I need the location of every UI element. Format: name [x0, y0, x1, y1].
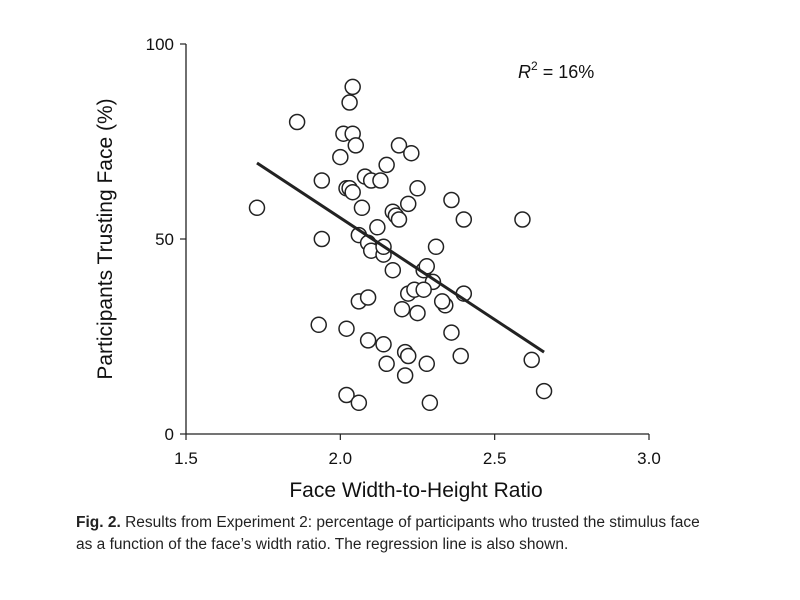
data-point — [514, 211, 531, 228]
data-point — [399, 195, 417, 213]
r2-suffix: = 16% — [538, 62, 595, 82]
data-point — [341, 94, 358, 111]
data-point — [418, 355, 436, 373]
data-point — [415, 281, 432, 298]
data-point — [393, 300, 411, 318]
data-point — [390, 211, 408, 228]
axes — [185, 44, 649, 435]
data-point — [443, 191, 460, 209]
y-tick-label: 100 — [146, 35, 174, 54]
data-point — [427, 238, 445, 256]
data-point — [452, 347, 469, 365]
data-point — [338, 386, 355, 404]
x-axis-title: Face Width-to-Height Ratio — [289, 479, 542, 502]
r2-prefix: R — [518, 62, 531, 82]
y-tick-label: 0 — [165, 425, 174, 444]
data-point — [344, 183, 361, 201]
regression-line — [256, 161, 545, 354]
x-tick-label: 1.5 — [174, 449, 198, 468]
data-point — [338, 320, 355, 337]
x-tick-label: 2.5 — [483, 449, 507, 468]
data-point — [359, 289, 377, 306]
data-point — [409, 180, 426, 197]
data-point — [344, 78, 361, 96]
data-point — [421, 394, 439, 412]
data-point — [313, 172, 331, 189]
data-point — [375, 336, 392, 353]
data-point — [359, 332, 377, 349]
data-point — [403, 144, 420, 162]
data-point — [372, 172, 389, 189]
r2-superscript: 2 — [531, 59, 538, 73]
data-point — [378, 156, 395, 174]
caption-label: Fig. 2. — [76, 514, 121, 531]
data-point — [409, 304, 426, 322]
data-point — [455, 211, 473, 228]
ticks: 1.5 2.0 2.5 3.0 0 50 100 — [146, 35, 661, 468]
x-tick-label: 3.0 — [637, 449, 661, 468]
x-tick-label: 2.0 — [329, 449, 353, 468]
data-point — [396, 367, 414, 384]
data-points — [248, 78, 553, 412]
data-point — [399, 347, 417, 365]
figure-caption: Fig. 2. Results from Experiment 2: perce… — [76, 512, 716, 556]
data-point — [353, 199, 371, 217]
data-point — [347, 137, 365, 154]
data-point — [332, 148, 349, 166]
data-point — [313, 230, 331, 248]
data-point — [443, 324, 460, 341]
r-squared-annotation: R2 = 16% — [518, 59, 594, 82]
data-point — [288, 113, 306, 131]
data-point — [535, 382, 553, 400]
data-point — [433, 293, 451, 310]
data-point — [390, 137, 408, 154]
data-point — [248, 199, 266, 217]
data-point — [378, 355, 395, 373]
data-point — [384, 261, 402, 279]
y-tick-label: 50 — [155, 230, 174, 249]
data-point — [310, 316, 327, 334]
data-point — [523, 351, 540, 369]
regression-line-group — [256, 161, 545, 354]
caption-text: Results from Experiment 2: percentage of… — [76, 514, 700, 553]
data-point — [369, 219, 386, 236]
y-axis-title: Participants Trusting Face (%) — [94, 98, 117, 379]
data-point — [350, 394, 368, 412]
scatter-chart: 1.5 2.0 2.5 3.0 0 50 100 R2 = 16% Face Width-t… — [94, 35, 661, 502]
